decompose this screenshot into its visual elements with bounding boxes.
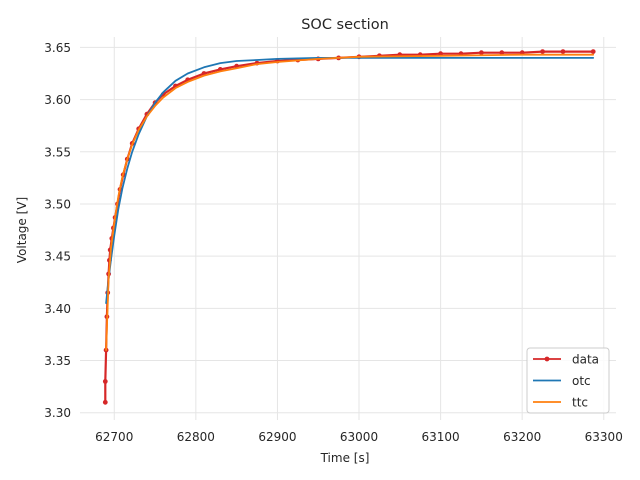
y-tick-label: 3.55 [44,145,71,159]
grid [80,37,616,420]
legend-label-ttc: ttc [572,396,588,410]
data-point [560,49,566,54]
series-line-ttc [105,53,595,352]
legend-items: data otc ttc [533,353,599,410]
x-tick-label: 63200 [503,430,541,444]
x-axis-label: Time [s] [320,451,370,465]
x-tick-label: 62900 [258,430,296,444]
ticks: 62700 62800 62900 63000 63100 63200 63300 3.30 3… [44,41,623,444]
series-line-data [104,50,595,404]
data-point [540,49,545,54]
y-tick-label: 3.60 [44,93,71,107]
y-tick-label: 3.50 [44,197,71,211]
data-point [479,50,484,56]
data-point [499,50,505,56]
x-tick-label: 63100 [422,430,460,444]
y-tick-label: 3.30 [44,406,71,420]
data-point [102,379,108,384]
y-tick-label: 3.65 [44,41,71,55]
data-point [102,399,108,405]
x-tick-label: 62800 [177,430,215,444]
series-line-otc [105,57,595,305]
legend-label-otc: otc [572,374,591,388]
legend-marker-data [544,356,550,362]
x-tick-label: 63000 [340,430,378,444]
y-axis-label: Voltage [V] [15,197,29,263]
legend-label-data: data [572,353,599,367]
y-tick-label: 3.40 [44,302,71,316]
x-tick-label: 62700 [95,430,133,444]
data-point [590,49,596,54]
series-ttc [105,53,595,352]
series-otc [105,57,595,305]
y-tick-label: 3.45 [44,250,71,264]
series-layer [102,49,596,405]
x-tick-label: 63300 [585,430,623,444]
chart-title: SOC section [301,17,389,33]
legend-box [526,347,610,414]
y-tick-label: 3.35 [44,354,71,368]
legend: data otc ttc [526,347,610,414]
